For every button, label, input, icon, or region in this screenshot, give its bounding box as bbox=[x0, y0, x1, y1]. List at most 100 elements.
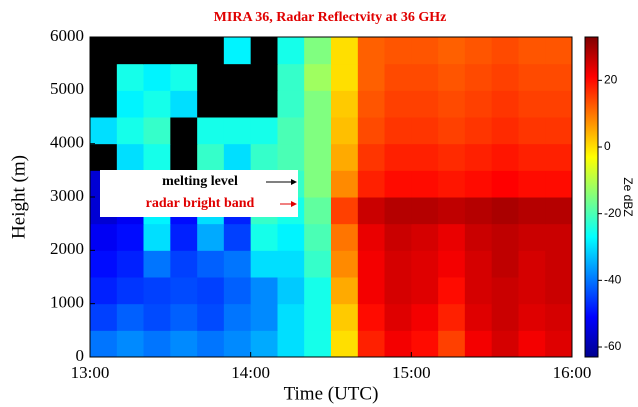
colorbar-tick-label: 0 bbox=[604, 139, 611, 153]
heatmap-cell bbox=[545, 90, 573, 118]
heatmap-cell bbox=[223, 250, 252, 278]
heatmap-cell bbox=[143, 117, 171, 145]
heatmap-cell bbox=[464, 303, 493, 331]
colorbar bbox=[584, 36, 599, 358]
heatmap-cell bbox=[143, 303, 171, 331]
heatmap-cell bbox=[304, 223, 332, 251]
heatmap-cell bbox=[464, 197, 493, 225]
heatmap-cell bbox=[116, 143, 145, 171]
heatmap-cell bbox=[518, 90, 546, 118]
heatmap-cell bbox=[438, 63, 466, 91]
heatmap-cell bbox=[438, 197, 466, 225]
heatmap-cell bbox=[116, 330, 145, 358]
y-tick-label: 2000 bbox=[50, 239, 84, 258]
heatmap-cell bbox=[518, 303, 546, 331]
heatmap-cell bbox=[143, 90, 171, 118]
heatmap-cell bbox=[223, 37, 252, 65]
heatmap-cell bbox=[384, 223, 412, 251]
heatmap-cell bbox=[384, 37, 412, 65]
heatmap-cell bbox=[357, 330, 386, 358]
heatmap-cell bbox=[438, 277, 466, 305]
heatmap-cell bbox=[143, 277, 171, 305]
y-tick-label: 6000 bbox=[50, 26, 84, 45]
heatmap-cell bbox=[518, 170, 546, 198]
heatmap-cell bbox=[90, 117, 118, 145]
heatmap-cell bbox=[170, 117, 198, 145]
heatmap-cell bbox=[143, 143, 171, 171]
heatmap-cell bbox=[90, 90, 118, 118]
heatmap-cell bbox=[491, 63, 519, 91]
heatmap-cell bbox=[250, 117, 278, 145]
heatmap-cell bbox=[438, 170, 466, 198]
heatmap-cell bbox=[223, 90, 252, 118]
heatmap-cell bbox=[411, 250, 439, 278]
heatmap-cell bbox=[491, 37, 519, 65]
heatmap-cell bbox=[90, 330, 118, 358]
heatmap-cell bbox=[90, 250, 118, 278]
heatmap-cell bbox=[518, 250, 546, 278]
heatmap-cell bbox=[223, 63, 252, 91]
heatmap-cell bbox=[464, 90, 493, 118]
heatmap-cell bbox=[438, 117, 466, 145]
heatmap-cell bbox=[90, 223, 118, 251]
heatmap-cell bbox=[197, 37, 225, 65]
heatmap-cell bbox=[384, 63, 412, 91]
heatmap-cell bbox=[170, 143, 198, 171]
y-tick-label: 5000 bbox=[50, 79, 84, 98]
heatmap-cell bbox=[250, 277, 278, 305]
heatmap-cell bbox=[304, 250, 332, 278]
heatmap-cell bbox=[491, 117, 519, 145]
heatmap-cell bbox=[223, 277, 252, 305]
x-tick-label: 14:00 bbox=[231, 363, 270, 382]
y-tick-label: 1000 bbox=[50, 293, 84, 312]
heatmap-cell bbox=[304, 197, 332, 225]
heatmap-cell bbox=[331, 117, 359, 145]
heatmap-cell bbox=[223, 330, 252, 358]
heatmap-cell bbox=[357, 277, 386, 305]
heatmap-cell bbox=[518, 330, 546, 358]
heatmap-cell bbox=[223, 117, 252, 145]
heatmap-cell bbox=[143, 330, 171, 358]
heatmap-cell bbox=[518, 63, 546, 91]
heatmap-cell bbox=[464, 277, 493, 305]
heatmap-cell bbox=[384, 250, 412, 278]
heatmap-cell bbox=[331, 250, 359, 278]
heatmap-cell bbox=[197, 277, 225, 305]
heatmap-cell bbox=[116, 303, 145, 331]
heatmap-cell bbox=[464, 250, 493, 278]
heatmap-cell bbox=[357, 117, 386, 145]
heatmap-cell bbox=[438, 37, 466, 65]
heatmap-cell bbox=[384, 197, 412, 225]
heatmap-cell bbox=[357, 223, 386, 251]
heatmap-cell bbox=[464, 170, 493, 198]
heatmap-cell bbox=[304, 277, 332, 305]
heatmap-cell bbox=[116, 223, 145, 251]
heatmap-cell bbox=[331, 63, 359, 91]
heatmap-cell bbox=[438, 90, 466, 118]
heatmap-cell bbox=[545, 277, 573, 305]
heatmap-cell bbox=[491, 170, 519, 198]
heatmap-cell bbox=[250, 223, 278, 251]
heatmap-cell bbox=[116, 37, 145, 65]
x-tick-label: 15:00 bbox=[392, 363, 431, 382]
heatmap-cell bbox=[116, 63, 145, 91]
heatmap-cell bbox=[170, 37, 198, 65]
heatmap-cell bbox=[357, 303, 386, 331]
heatmap-cell bbox=[331, 170, 359, 198]
colorbar-tick-label: 20 bbox=[604, 73, 618, 87]
heatmap-cell bbox=[116, 277, 145, 305]
heatmap-cell bbox=[545, 250, 573, 278]
heatmap-cell bbox=[518, 197, 546, 225]
heatmap-cell bbox=[304, 330, 332, 358]
heatmap-cell bbox=[411, 197, 439, 225]
heatmap-cell bbox=[384, 90, 412, 118]
heatmap-cell bbox=[304, 303, 332, 331]
heatmap-cell bbox=[491, 250, 519, 278]
heatmap-cell bbox=[384, 303, 412, 331]
heatmap-cell bbox=[277, 223, 305, 251]
heatmap-cell bbox=[143, 250, 171, 278]
heatmap-cell bbox=[90, 63, 118, 91]
heatmap-cell bbox=[411, 223, 439, 251]
